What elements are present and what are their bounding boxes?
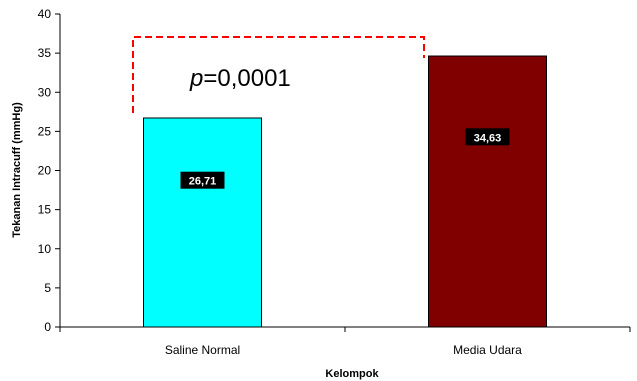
data-label-box	[465, 128, 510, 146]
data-label: 34,63	[474, 132, 502, 144]
bars	[143, 55, 547, 328]
y-tick-label: 35	[38, 46, 52, 60]
y-tick-label: 25	[38, 124, 52, 138]
bar	[428, 55, 547, 328]
y-tick-label: 20	[38, 164, 52, 178]
data-label-box	[180, 171, 225, 189]
p-value: =0,0001	[203, 65, 290, 92]
y-tick-label: 15	[38, 203, 52, 217]
y-tick-label: 0	[44, 320, 51, 334]
p-value-annotation: p=0,0001	[132, 36, 425, 113]
y-tick-label: 40	[38, 7, 52, 21]
x-category-label: Media Udara	[453, 343, 522, 357]
p-value-text: p=0,0001	[189, 65, 291, 92]
labels: Saline Normal 26,71 Media Udara 34,63	[165, 128, 522, 357]
x-category-label: Saline Normal	[165, 343, 240, 357]
x-axis-title: Kelompok	[325, 368, 379, 380]
y-tick-label: 10	[38, 242, 52, 256]
significance-bracket	[132, 36, 425, 113]
bar	[143, 117, 262, 328]
y-tick-label: 30	[38, 85, 52, 99]
data-label: 26,71	[189, 176, 217, 188]
y-axis-title: Tekanan Intracuff (mmHg)	[11, 102, 23, 238]
p-symbol: p	[189, 65, 203, 92]
y-tick-label: 5	[44, 281, 51, 295]
